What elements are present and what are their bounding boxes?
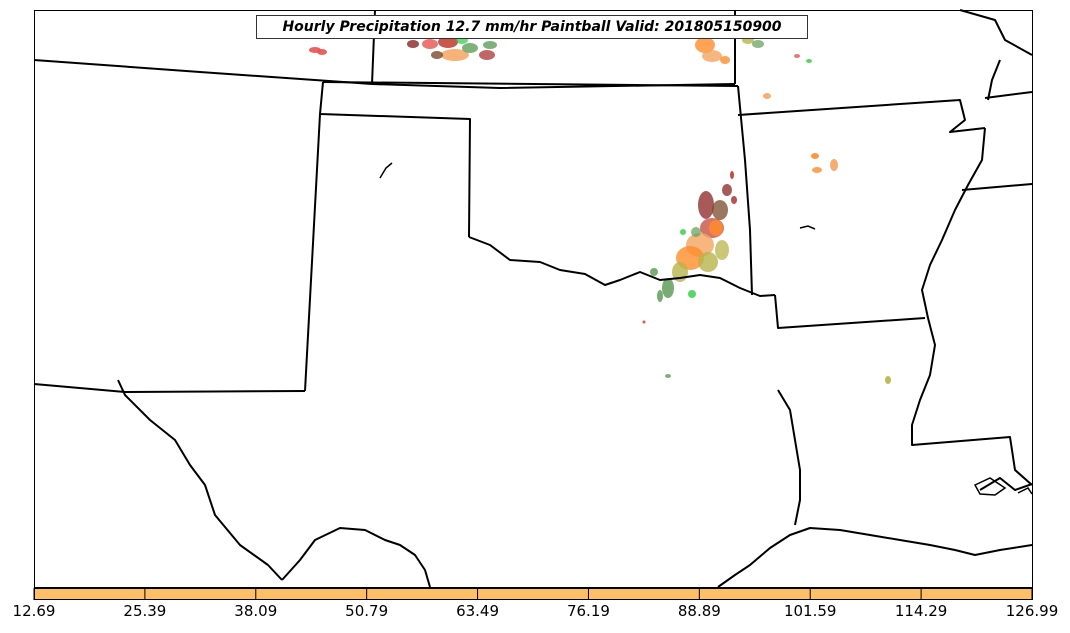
colorbar-tick-label: 38.09 (234, 602, 278, 620)
colorbar-tick-label: 63.49 (456, 602, 500, 620)
colorbar (34, 588, 1033, 600)
colorbar-tick-label: 101.59 (783, 602, 837, 620)
colorbar-tick-label: 12.69 (12, 602, 56, 620)
map-title: Hourly Precipitation 12.7 mm/hr Paintbal… (256, 15, 808, 39)
colorbar-tick-label: 25.39 (123, 602, 167, 620)
colorbar-tick-label: 76.19 (566, 602, 610, 620)
state-boundaries (33, 9, 1033, 588)
lakes (379, 162, 1033, 496)
colorbar-tick-label: 50.79 (345, 602, 389, 620)
map-frame (34, 10, 1033, 588)
colorbar-tick-label: 88.89 (677, 602, 721, 620)
colorbar-tick-label: 126.99 (1005, 602, 1059, 620)
precipitation-blobs (309, 36, 891, 384)
colorbar-ticks (33, 588, 1033, 600)
colorbar-tick-label: 114.29 (894, 602, 948, 620)
